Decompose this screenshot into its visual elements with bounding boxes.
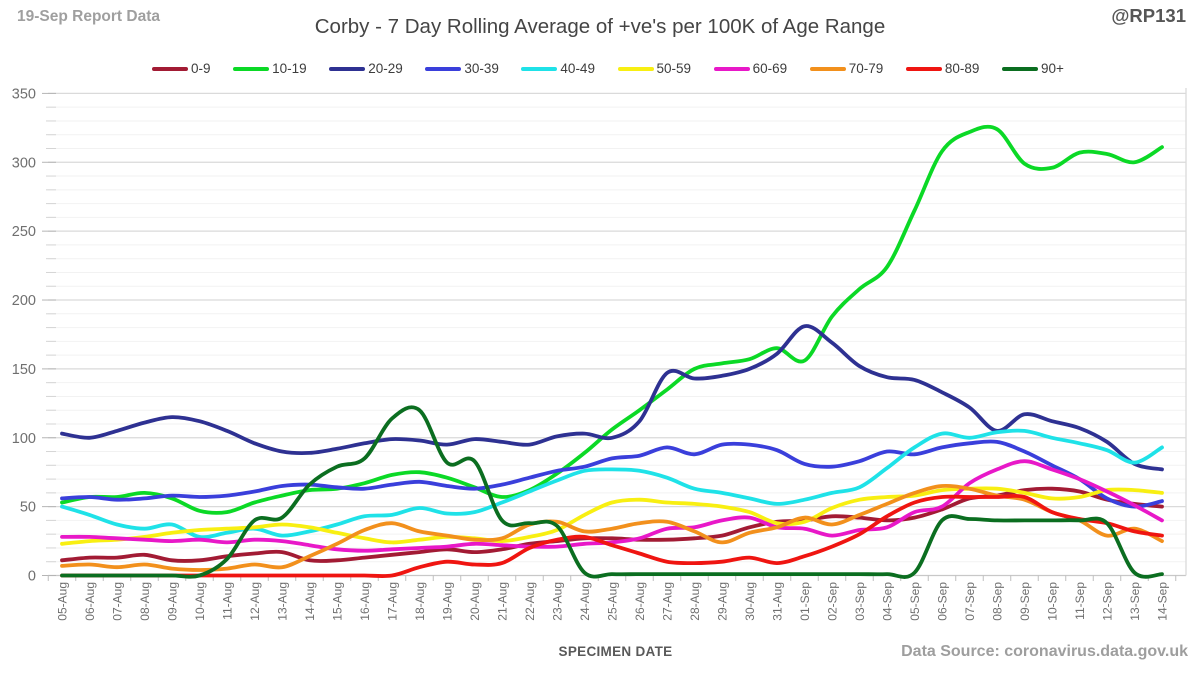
- legend-swatch-40-49: [521, 66, 558, 71]
- x-tick-label: 10-Aug: [193, 582, 207, 621]
- series-line-10-19: [60, 124, 1164, 515]
- legend-swatch-70-79: [809, 66, 846, 71]
- x-tick-label: 05-Sep: [908, 582, 922, 621]
- x-tick-label: 04-Sep: [881, 582, 895, 621]
- series-line-20-29: [60, 324, 1164, 472]
- series-lines: [60, 124, 1164, 579]
- series-line-90+: [60, 405, 1164, 579]
- x-tick-label: 09-Sep: [1018, 582, 1032, 621]
- x-tick-label: 24-Aug: [578, 582, 592, 621]
- legend-item-10-19: 10-19: [233, 61, 307, 76]
- x-tick-label: 29-Aug: [716, 582, 730, 621]
- legend-label: 50-59: [656, 61, 692, 76]
- legend-item-60-69: 60-69: [713, 61, 788, 76]
- legend-item-40-49: 40-49: [521, 61, 595, 76]
- x-tick-label: 03-Sep: [853, 582, 867, 621]
- x-tick-label: 01-Sep: [798, 582, 812, 621]
- series-line-30-39: [60, 439, 1164, 509]
- x-tick-label: 06-Aug: [83, 582, 97, 621]
- legend-swatch-0-9: [152, 66, 188, 71]
- x-tick-label: 07-Aug: [111, 582, 125, 621]
- x-tick-label: 20-Aug: [468, 582, 482, 621]
- x-tick-label: 18-Aug: [413, 582, 427, 621]
- x-tick-label: 25-Aug: [606, 582, 620, 621]
- x-tick-label: 26-Aug: [633, 582, 647, 621]
- legend-swatch-30-39: [425, 66, 462, 71]
- x-tick-label: 31-Aug: [771, 582, 785, 621]
- x-tick-label: 27-Aug: [661, 582, 675, 621]
- x-tick-label: 17-Aug: [386, 582, 400, 621]
- x-tick-label: 07-Sep: [963, 582, 977, 621]
- legend-item-80-89: 80-89: [905, 61, 980, 76]
- y-tick-label: 50: [20, 500, 36, 516]
- legend: 0-9 10-19 20-29 30-39 40-49 50-59 60-69 70-79 80…: [152, 61, 1064, 76]
- legend-swatch-50-59: [617, 66, 654, 71]
- x-tick-label: 15-Aug: [331, 582, 345, 621]
- x-axis-title: SPECIMEN DATE: [558, 644, 673, 659]
- legend-item-0-9: 0-9: [152, 61, 211, 76]
- legend-swatch-10-19: [233, 66, 270, 71]
- y-tick-label: 350: [12, 86, 36, 102]
- report-date-label: 19-Sep Report Data: [17, 8, 160, 25]
- gridlines: [48, 88, 1187, 577]
- legend-swatch-20-29: [329, 66, 366, 71]
- x-tick-label: 11-Aug: [221, 582, 235, 620]
- legend-swatch-80-89: [905, 66, 942, 71]
- x-tick-label: 02-Sep: [826, 582, 840, 621]
- x-tick-label: 12-Sep: [1101, 582, 1115, 621]
- legend-swatch-60-69: [713, 66, 750, 71]
- legend-label: 30-39: [464, 61, 499, 76]
- legend-swatch-90+: [1001, 66, 1038, 71]
- data-source-label: Data Source: coronavirus.data.gov.uk: [901, 643, 1188, 660]
- legend-item-30-39: 30-39: [425, 61, 499, 76]
- legend-label: 20-29: [368, 61, 403, 76]
- x-tick-label: 19-Aug: [441, 582, 455, 621]
- y-tick-label: 250: [12, 224, 36, 240]
- x-tick-label: 08-Sep: [991, 582, 1005, 621]
- x-tick-label: 11-Sep: [1073, 582, 1087, 620]
- y-tick-label: 0: [28, 569, 36, 585]
- y-tick-label: 300: [12, 155, 36, 171]
- x-tick-label: 21-Aug: [496, 582, 510, 621]
- x-tick-label: 12-Aug: [248, 582, 262, 621]
- legend-label: 40-49: [560, 61, 595, 76]
- x-tick-label: 13-Sep: [1128, 582, 1142, 621]
- x-tick-label: 16-Aug: [358, 582, 372, 621]
- legend-label: 0-9: [191, 61, 211, 76]
- author-handle: @RP131: [1111, 5, 1186, 26]
- y-tick-label: 100: [12, 431, 36, 447]
- x-tick-label: 10-Sep: [1046, 582, 1060, 621]
- y-tick-label: 200: [12, 293, 36, 309]
- legend-item-90+: 90+: [1001, 61, 1064, 76]
- series-line-70-79: [60, 483, 1164, 572]
- x-tick-label: 22-Aug: [523, 582, 537, 621]
- legend-item-20-29: 20-29: [329, 61, 403, 76]
- legend-label: 80-89: [944, 61, 980, 76]
- x-tick-label: 05-Aug: [56, 582, 70, 621]
- x-tick-label: 08-Aug: [138, 582, 152, 621]
- x-tick-label: 30-Aug: [743, 582, 757, 621]
- x-tick-label: 14-Aug: [303, 582, 317, 621]
- legend-label: 60-69: [752, 61, 788, 76]
- legend-label: 10-19: [272, 61, 307, 76]
- x-tick-label: 09-Aug: [166, 582, 180, 621]
- series-line-0-9: [60, 486, 1164, 563]
- axis-ticks-and-labels: 0 50 100 150 200 250 300 350 05-Aug 06-Aug 07-Aug 0…: [12, 86, 1177, 621]
- x-tick-label: 28-Aug: [688, 582, 702, 621]
- x-tick-label: 13-Aug: [276, 582, 290, 621]
- chart-title: Corby - 7 Day Rolling Average of +ve's p…: [314, 15, 886, 38]
- x-tick-label: 23-Aug: [551, 582, 565, 621]
- x-tick-label: 14-Sep: [1156, 582, 1170, 621]
- legend-item-70-79: 70-79: [809, 61, 884, 76]
- series-line-60-69: [60, 459, 1164, 553]
- legend-label: 90+: [1040, 61, 1064, 76]
- x-tick-label: 06-Sep: [936, 582, 950, 621]
- y-tick-label: 150: [12, 362, 36, 378]
- legend-item-50-59: 50-59: [617, 61, 692, 76]
- series-line-80-89: [60, 494, 1164, 579]
- legend-label: 70-79: [848, 61, 884, 76]
